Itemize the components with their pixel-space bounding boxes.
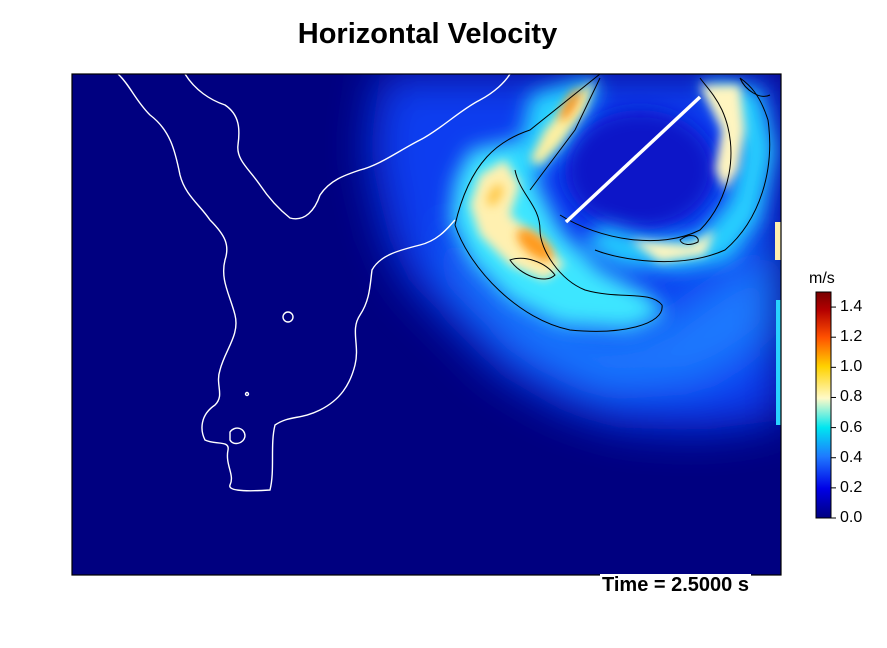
plot-area: [72, 74, 781, 575]
colorbar-tick-label: 0.6: [840, 418, 863, 436]
contour-lines: [454, 74, 771, 332]
shoreline-island: [282, 311, 294, 323]
contour-line: [739, 77, 771, 97]
shoreline-path: [117, 74, 456, 492]
plot-frame: [71, 73, 782, 576]
shoreline-island: [244, 391, 250, 397]
contour-line: [559, 77, 732, 242]
shoreline: [117, 74, 511, 492]
colorbar-tick-label: 0.2: [840, 478, 863, 496]
contour-line: [679, 235, 699, 245]
contour-line: [454, 169, 663, 332]
colorbar-tick-label: 0.4: [840, 448, 863, 466]
shoreline-island: [229, 427, 246, 445]
contour-line: [509, 257, 556, 280]
contour-line: [529, 77, 601, 191]
colorbar-tick-label: 1.0: [840, 358, 863, 376]
colorbar-ticks: [831, 306, 836, 519]
time-readout: Time = 2.5000 s: [600, 574, 751, 597]
velocity-field-ring-interior: [565, 110, 715, 230]
edge-band: [776, 300, 781, 425]
colorbar-gradient: [815, 291, 832, 519]
contour-line: [594, 77, 771, 263]
transect-line: [564, 95, 702, 224]
contour-line: [454, 74, 601, 226]
edge-band: [775, 222, 781, 260]
shoreline-path: [184, 74, 511, 220]
colorbar-unit: m/s: [809, 270, 835, 287]
colorbar: [815, 291, 836, 519]
colorbar-tick-label: 1.2: [840, 328, 863, 346]
chart-title: Horizontal Velocity: [297, 18, 558, 50]
colorbar-tick-label: 0.8: [840, 388, 863, 406]
colorbar-tick-label: 1.4: [840, 298, 863, 316]
velocity-field-peak: [487, 89, 580, 262]
colorbar-tick-label: 0.0: [840, 509, 863, 526]
